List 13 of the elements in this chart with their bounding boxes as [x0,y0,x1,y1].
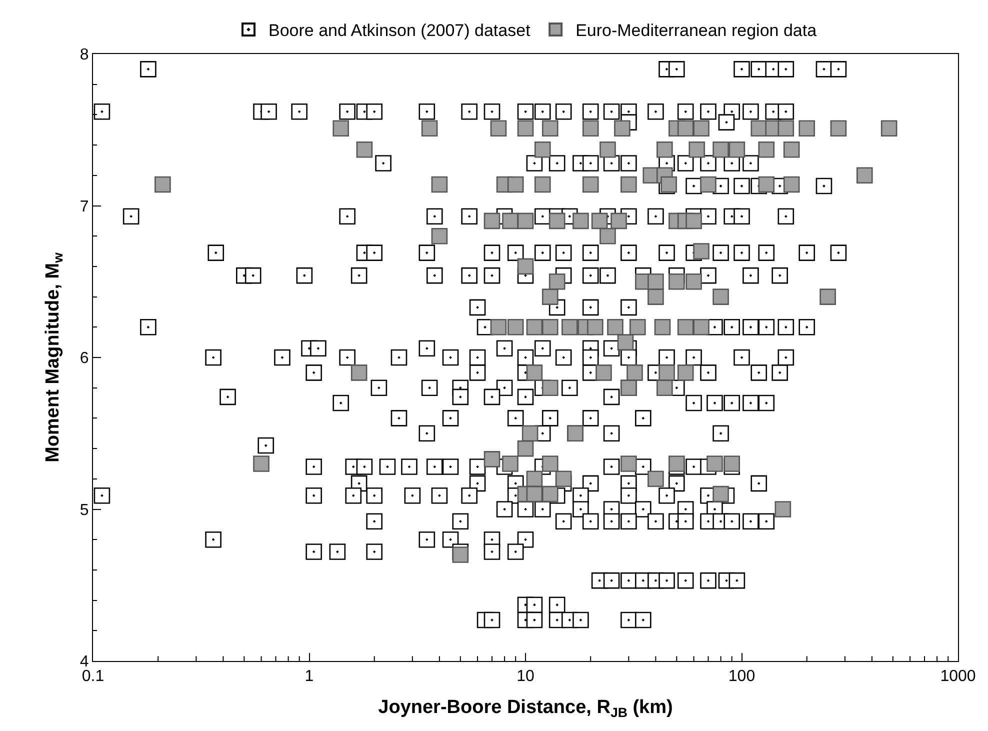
legend-label: Euro-Mediterranean region data [576,21,818,40]
y-tick-label: 5 [80,502,89,519]
x-tick-label: 10 [516,668,534,686]
x-axis-title: Joyner-Boore Distance, R$_{JB}$ (km) [378,697,673,720]
y-tick-label: 7 [80,198,89,216]
y-tick-label: 4 [80,654,89,671]
x-tick-label: 100 [728,668,756,686]
x-tick-label: 1 [304,668,314,686]
y-tick-label: 6 [80,350,89,368]
y-tick-label: 8 [80,46,89,64]
x-tick-label: 0.1 [82,668,104,686]
legend-label: Boore and Atkinson (2007) dataset [268,21,531,40]
x-tick-label: 1000 [940,668,976,686]
